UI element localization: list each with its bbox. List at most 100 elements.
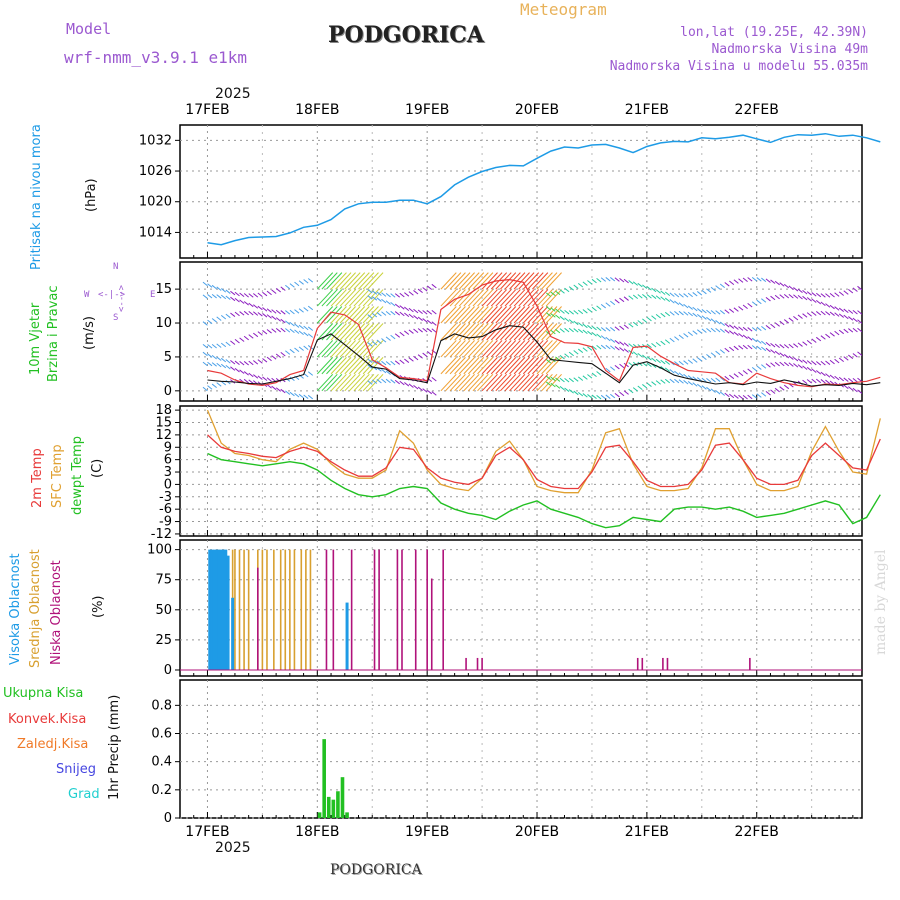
wind-arrow — [545, 359, 552, 364]
wind-arrow — [834, 312, 840, 317]
wind-arrow — [729, 280, 735, 286]
low-cloud-bar — [332, 549, 335, 670]
wind-arrow — [724, 282, 730, 287]
wind-arrow — [490, 323, 508, 341]
wind-arrow — [568, 286, 574, 291]
wind-arrow — [600, 344, 606, 350]
wind-arrow — [738, 371, 744, 377]
wind-arrow — [568, 351, 574, 357]
wind-arrow — [802, 295, 808, 301]
wind-arrow — [449, 272, 466, 290]
wind-arrow — [614, 326, 620, 331]
compass-w: W — [84, 290, 90, 300]
wind-arrow — [220, 363, 227, 369]
wind-arrow — [545, 381, 552, 386]
wind-arrow — [838, 329, 845, 335]
wind-arrow — [381, 368, 387, 374]
wind-arrow — [715, 390, 721, 395]
wind-arrow — [756, 345, 762, 351]
wind-arrow — [527, 323, 544, 341]
wind-arrow — [413, 315, 419, 320]
low-cloud-bar — [749, 657, 751, 670]
high-cloud-bar — [231, 597, 235, 670]
wind-arrow — [582, 329, 588, 335]
mid-cloud-bar — [289, 549, 291, 670]
wind-arrow — [751, 301, 758, 306]
wind-arrow — [307, 278, 314, 283]
wind-arrow — [207, 283, 213, 288]
wind-arrow — [362, 306, 379, 324]
wind-arrow — [518, 306, 535, 324]
wind-arrow — [362, 323, 379, 341]
wind-arrow — [372, 296, 378, 301]
wind-arrow — [207, 344, 213, 349]
wind-arrow — [225, 341, 231, 347]
wind-arrow — [330, 373, 347, 392]
wind-arrow — [701, 289, 707, 295]
wind-arrow — [536, 340, 553, 358]
wind-arrow — [532, 306, 549, 324]
wind-arrow — [761, 364, 767, 369]
wind-arrow — [806, 360, 812, 365]
wind-arrow — [550, 291, 556, 297]
wind-arrow — [348, 357, 366, 375]
wind-arrow — [710, 377, 716, 383]
wind-arrow — [619, 341, 625, 346]
wind-arrow — [298, 280, 304, 285]
wind-arrow — [417, 316, 423, 321]
year-bottom: 2025 — [215, 840, 251, 856]
wind-arrow — [756, 339, 762, 344]
wind-arrow — [417, 288, 423, 294]
wind-arrow — [527, 357, 544, 375]
wind-arrow — [467, 289, 485, 307]
wind-arrow — [367, 306, 384, 324]
wind-arrow — [747, 394, 753, 400]
wind-arrow — [687, 331, 693, 336]
wind-arrow — [751, 345, 758, 350]
wind-arrow — [239, 311, 245, 316]
wind-arrow — [248, 293, 254, 298]
wind-arrow — [280, 327, 286, 333]
wind-arrow — [610, 338, 616, 343]
wind-arrow — [660, 312, 666, 318]
wind-arrow — [802, 359, 808, 364]
wind-arrow — [848, 377, 854, 383]
wind-arrow — [481, 272, 498, 290]
wind-arrow — [330, 306, 347, 324]
wind-arrow — [710, 310, 716, 315]
wind-arrow — [271, 385, 277, 391]
wind-arrow — [719, 391, 725, 396]
wind-arrow — [783, 361, 790, 367]
wind-arrow — [513, 272, 530, 290]
wind-arrow — [646, 356, 652, 361]
wind-arrow — [385, 361, 391, 366]
wind-arrow — [266, 356, 272, 362]
wind-arrow — [376, 291, 382, 296]
wind-arrow — [216, 343, 222, 348]
wind-arrow — [372, 290, 378, 295]
wind-arrow — [358, 373, 375, 392]
wind-arrow — [811, 311, 817, 316]
wind-arrow — [747, 336, 753, 341]
wind-arrow — [815, 378, 822, 384]
wind-arrow — [596, 344, 602, 350]
wind-arrow — [815, 336, 822, 342]
wind-arrow — [239, 299, 245, 304]
wind-arrow — [724, 309, 730, 314]
wind-arrow — [825, 333, 831, 339]
wind-arrow — [271, 355, 277, 360]
wind-arrow — [266, 329, 272, 334]
wind-arrow — [788, 285, 794, 290]
wind-arrow — [614, 346, 620, 351]
x-date-label-bottom: 17FEB — [185, 824, 229, 840]
wind-arrow — [408, 357, 414, 362]
wind-arrow — [651, 381, 657, 386]
wind-arrow — [326, 306, 343, 324]
wind-arrow — [783, 283, 790, 289]
wind-arrow — [843, 314, 849, 320]
wind-arrow — [664, 311, 671, 317]
panel-frame — [179, 405, 863, 537]
wind-arrow — [577, 282, 584, 288]
y-tick-label: 15 — [155, 416, 172, 431]
wind-arrow — [321, 272, 338, 290]
